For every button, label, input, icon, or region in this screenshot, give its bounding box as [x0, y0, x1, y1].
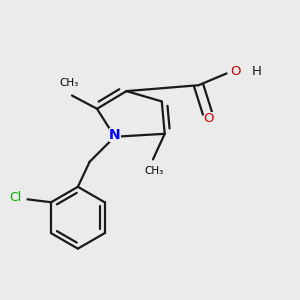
Text: Cl: Cl — [9, 191, 22, 204]
Text: CH₃: CH₃ — [145, 166, 164, 176]
Text: O: O — [204, 112, 214, 125]
Text: O: O — [230, 65, 241, 79]
Text: H: H — [252, 65, 262, 79]
Text: CH₃: CH₃ — [59, 78, 79, 88]
Text: N: N — [109, 128, 121, 142]
